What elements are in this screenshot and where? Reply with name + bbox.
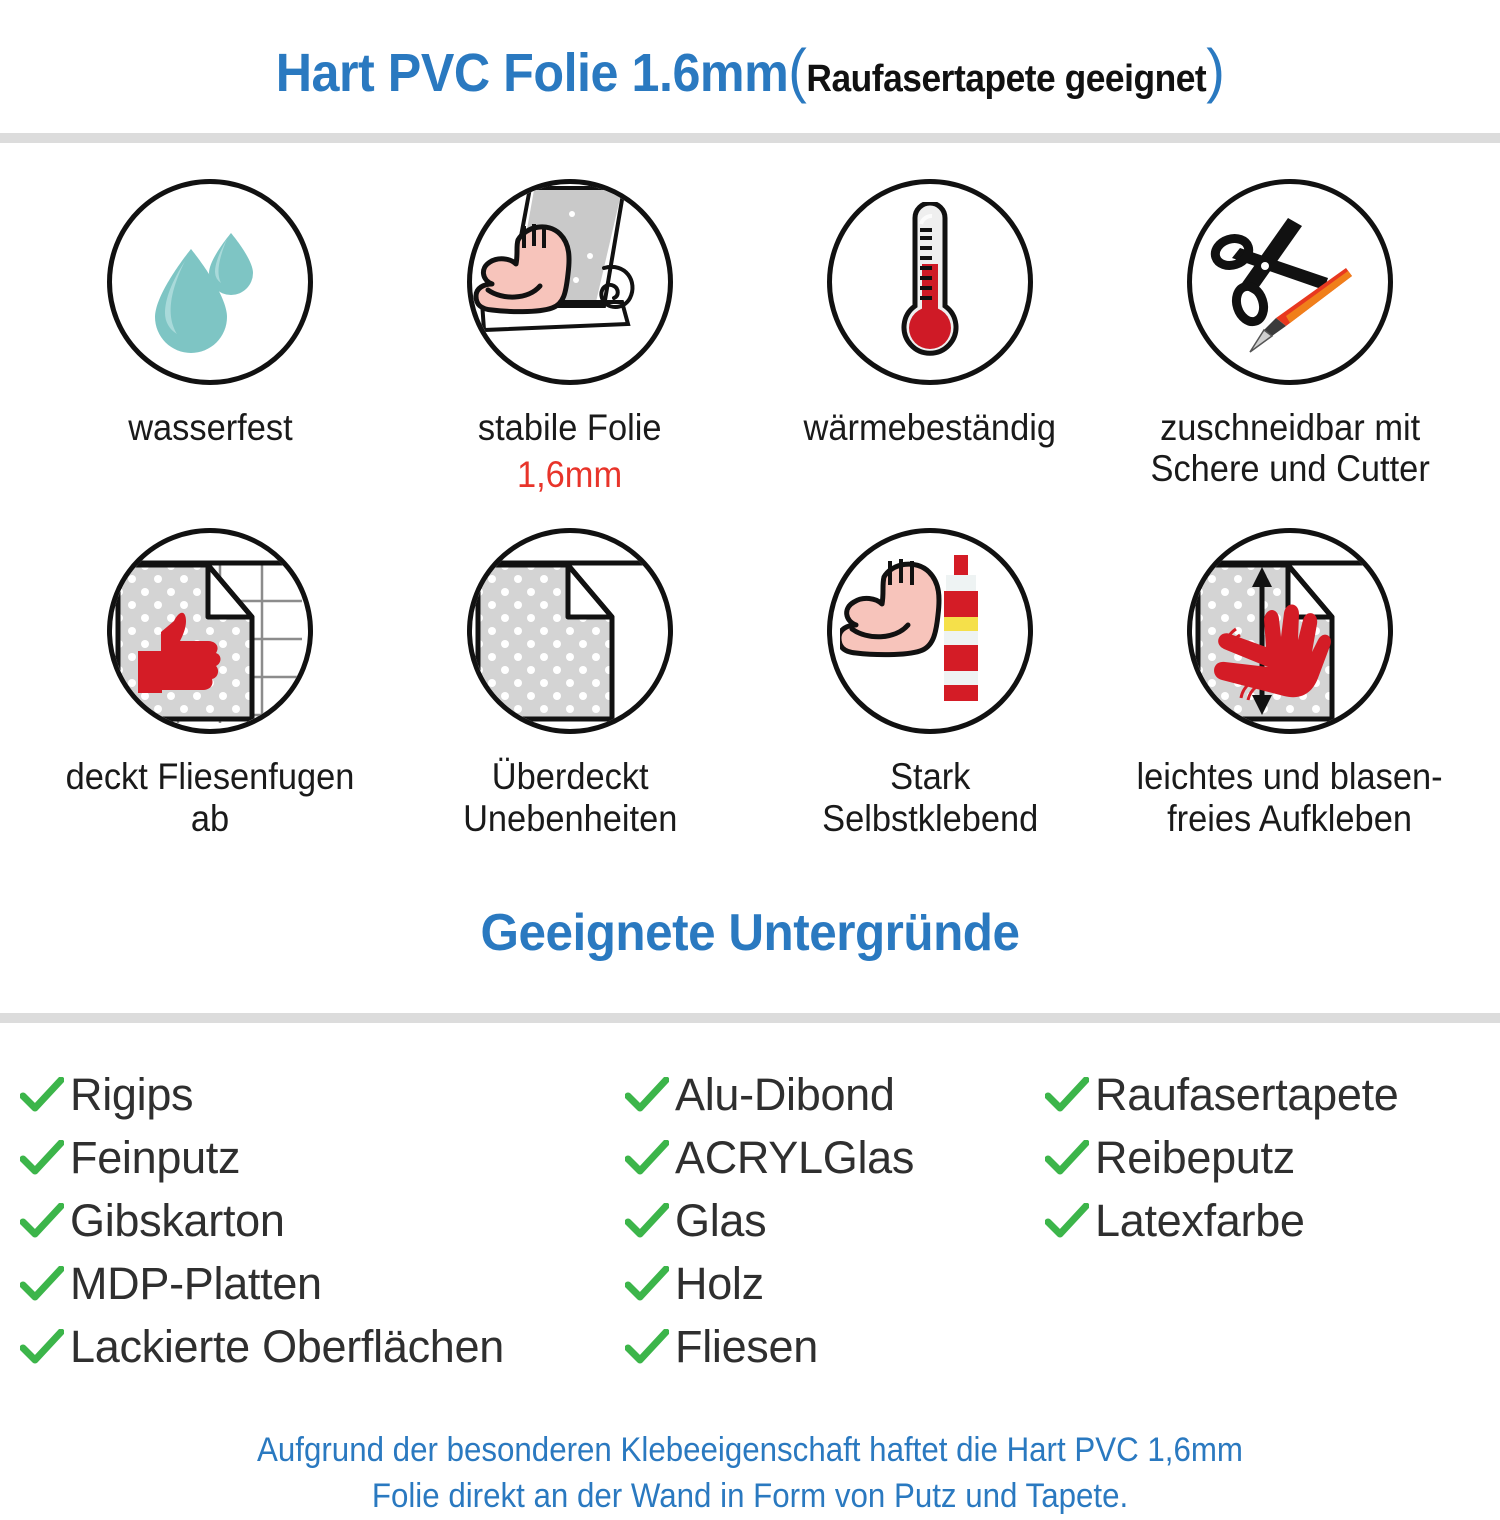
feature-label: zuschneidbar mit Schere und Cutter	[1150, 407, 1430, 490]
feature-waermebestaendig: wärmebeständig	[750, 179, 1110, 496]
thermometer-icon	[870, 202, 990, 362]
title-subtitle: Raufasertapete geeignet	[806, 58, 1207, 100]
strong-arm-glue-tube-icon	[840, 551, 1020, 711]
feature-badge	[1187, 179, 1393, 385]
check-icon	[619, 1139, 675, 1176]
feature-grid-row-1: wasserfest	[0, 143, 1500, 496]
peeled-foil-corner-icon	[472, 533, 668, 729]
list-item-label: Latexfarbe	[1095, 1194, 1305, 1246]
feature-stark-selbstklebend: Stark Selbstklebend	[750, 528, 1110, 839]
feature-label: stabile Folie	[478, 407, 662, 448]
list-item: Raufasertapete	[1039, 1063, 1499, 1126]
check-icon	[1039, 1202, 1095, 1239]
list-item: Fliesen	[619, 1315, 1039, 1378]
list-item-label: Fliesen	[675, 1320, 818, 1372]
title-paren-close: )	[1206, 37, 1225, 104]
check-icon	[1039, 1139, 1095, 1176]
check-icon	[1039, 1076, 1095, 1113]
strong-arm-foil-roll-icon	[472, 184, 668, 380]
feature-ueberdeckt-unebenheiten: Überdeckt Unebenheiten	[390, 528, 750, 839]
list-item: Lackierte Oberflächen	[14, 1315, 619, 1378]
check-icon	[14, 1139, 70, 1176]
list-item-label: Lackierte Oberflächen	[70, 1320, 504, 1372]
list-item: Alu-Dibond	[619, 1063, 1039, 1126]
divider-bottom	[0, 1013, 1500, 1024]
list-item-label: Glas	[675, 1194, 767, 1246]
list-item-label: Gibskarton	[70, 1194, 285, 1246]
list-item: Gibskarton	[14, 1189, 619, 1252]
check-icon	[619, 1265, 675, 1302]
page-title: Hart PVC Folie 1.6mm(Raufasertapete geei…	[276, 36, 1225, 105]
feature-label: Überdeckt Unebenheiten	[462, 756, 678, 839]
list-item-label: Raufasertapete	[1095, 1068, 1399, 1120]
check-icon	[14, 1265, 70, 1302]
thumbs-up-tile-foil-icon	[112, 533, 308, 729]
check-icon	[619, 1328, 675, 1365]
feature-badge	[827, 528, 1033, 735]
scissors-cutter-icon	[1210, 202, 1370, 362]
section-heading: Geeignete Untergründe	[480, 904, 1020, 963]
feature-badge	[1187, 528, 1393, 735]
title-bar: Hart PVC Folie 1.6mm(Raufasertapete geei…	[0, 0, 1500, 133]
list-item: Glas	[619, 1189, 1039, 1252]
check-icon	[14, 1328, 70, 1365]
feature-badge	[467, 179, 673, 385]
list-item: MDP-Platten	[14, 1252, 619, 1315]
substrate-checklist: Rigips Feinputz Gibskarton MDP-Platten	[0, 1023, 1500, 1378]
feature-blasenfreies-aufkleben: leichtes und blasen- freies Aufkleben	[1110, 528, 1470, 839]
feature-label: deckt Fliesenfugen ab	[65, 756, 355, 839]
list-item-label: ACRYLGlas	[675, 1131, 915, 1183]
feature-badge	[107, 528, 313, 735]
list-item: Reibeputz	[1039, 1126, 1499, 1189]
check-icon	[14, 1076, 70, 1113]
feature-label: wärmebeständig	[803, 407, 1057, 448]
list-item: Holz	[619, 1252, 1039, 1315]
list-item-label: Feinputz	[70, 1131, 241, 1183]
feature-sublabel: 1,6mm	[517, 454, 623, 496]
list-item: Feinputz	[14, 1126, 619, 1189]
title-main: Hart PVC Folie 1.6mm	[275, 43, 789, 103]
list-item-label: Reibeputz	[1095, 1131, 1295, 1183]
feature-wasserfest: wasserfest	[30, 179, 390, 496]
list-item: ACRYLGlas	[619, 1126, 1039, 1189]
feature-deckt-fliesenfugen: deckt Fliesenfugen ab	[30, 528, 390, 839]
feature-badge	[827, 179, 1033, 385]
list-item-label: MDP-Platten	[70, 1257, 322, 1309]
feature-zuschneidbar: zuschneidbar mit Schere und Cutter	[1110, 179, 1470, 496]
check-icon	[14, 1202, 70, 1239]
feature-badge	[107, 179, 313, 385]
list-item: Rigips	[14, 1063, 619, 1126]
list-item-label: Rigips	[70, 1068, 194, 1120]
feature-grid-row-2: deckt Fliesenfugen ab	[0, 496, 1500, 839]
footer-note: Aufgrund der besonderen Klebeeigenschaft…	[257, 1431, 1243, 1516]
checklist-column-3: Raufasertapete Reibeputz Latexfarbe	[1039, 1063, 1499, 1378]
list-item-label: Holz	[675, 1257, 764, 1309]
list-item-label: Alu-Dibond	[675, 1068, 895, 1120]
feature-stabile-folie: stabile Folie 1,6mm	[390, 179, 750, 496]
check-icon	[619, 1202, 675, 1239]
divider-top	[0, 133, 1500, 143]
hand-smoothing-foil-icon	[1192, 533, 1388, 729]
checklist-column-1: Rigips Feinputz Gibskarton MDP-Platten	[14, 1063, 619, 1378]
check-icon	[619, 1076, 675, 1113]
checklist-column-2: Alu-Dibond ACRYLGlas Glas Holz	[619, 1063, 1039, 1378]
feature-label: Stark Selbstklebend	[821, 756, 1039, 839]
feature-badge	[467, 528, 673, 735]
list-item: Latexfarbe	[1039, 1189, 1499, 1252]
title-paren-open: (	[788, 37, 807, 104]
feature-label: leichtes und blasen- freies Aufkleben	[1136, 756, 1444, 839]
water-drops-icon	[135, 207, 285, 357]
feature-label: wasserfest	[127, 407, 293, 448]
